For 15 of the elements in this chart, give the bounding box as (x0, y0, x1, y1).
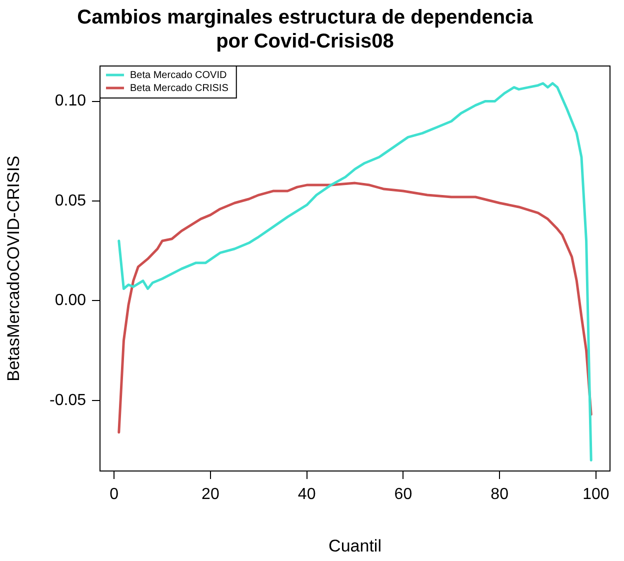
x-tick-label: 20 (202, 486, 220, 504)
legend-label: Beta Mercado COVID (130, 70, 227, 81)
x-tick-label: 80 (490, 486, 509, 504)
x-tick-label: 0 (110, 486, 119, 504)
y-axis-title: BetasMercadoCOVID-CRISIS (4, 156, 23, 382)
x-axis-title: Cuantil (328, 536, 382, 556)
x-tick-label: 40 (298, 486, 316, 504)
legend-label: Beta Mercado CRISIS (130, 82, 229, 94)
y-tick-label: 0.10 (54, 92, 86, 110)
y-tick-label: 0.00 (54, 292, 86, 310)
y-tick-label: 0.05 (54, 192, 86, 210)
x-tick-label: 100 (582, 486, 610, 504)
x-tick-label: 60 (394, 486, 412, 504)
chart-title: Cambios marginales estructura de dependencia por Covid-Crisis08 (77, 6, 534, 53)
y-tick-label: -0.05 (50, 392, 86, 409)
